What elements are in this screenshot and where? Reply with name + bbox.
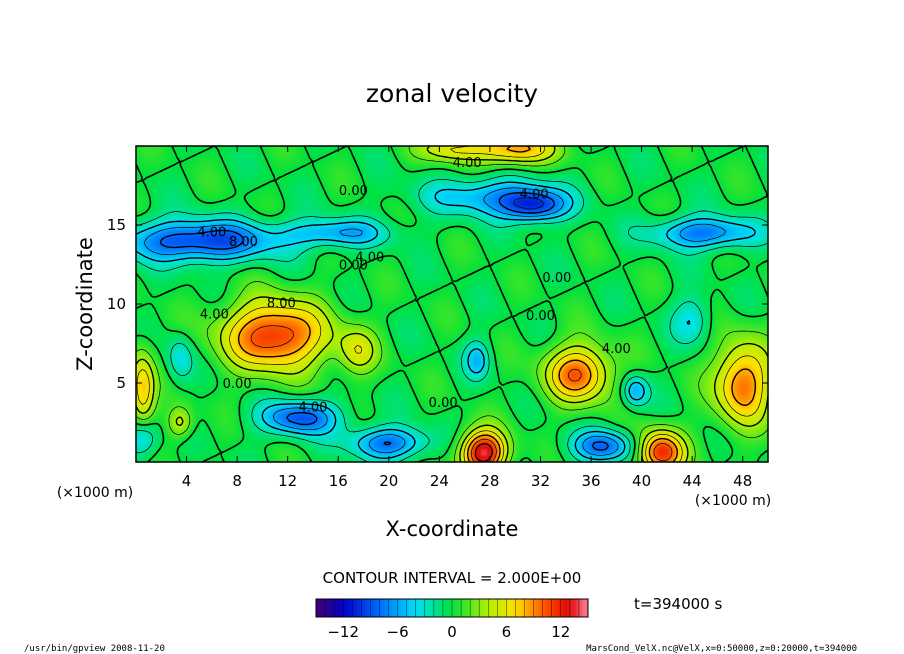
contour-label: 0.00 (542, 271, 571, 286)
colorbar-tick-label: −6 (387, 623, 409, 641)
x-tick-label: 8 (232, 472, 242, 490)
time-text: t=394000 s (634, 595, 722, 613)
x-tick-label: 16 (329, 472, 348, 490)
contour-label: 0.00 (429, 396, 458, 411)
colorbar-ticks: −12 −6 0 6 12 (324, 599, 580, 641)
y-axis: 5 10 15 (107, 216, 768, 392)
contour-label: 0.00 (223, 377, 252, 392)
colorbar-tick-label: 12 (551, 623, 570, 641)
contour-level (135, 181, 756, 461)
contour-level (160, 192, 610, 451)
x-tick-label: 4 (182, 472, 192, 490)
contour-label: 8.00 (229, 235, 258, 250)
y-tick-label: 15 (107, 216, 126, 234)
contour-level (135, 175, 769, 463)
x-tick-label: 32 (531, 472, 550, 490)
heatmap-field (136, 146, 768, 462)
contour-lines (135, 145, 769, 463)
colorbar-tick-label: 6 (502, 623, 512, 641)
contour-level (237, 145, 756, 463)
contour-labels: 4.000.00 4.004.008.000.004.000.004.008.00… (197, 156, 630, 416)
footer-right: MarsCond_VelX.nc@VelX,x=0:50000,z=0:2000… (586, 644, 857, 654)
contour-label: 4.00 (200, 307, 229, 322)
x-tick-label: 36 (581, 472, 600, 490)
contour-level (513, 197, 544, 210)
contour-label: 0.00 (339, 259, 368, 274)
contour-label: 8.00 (267, 296, 296, 311)
contour-label: 0.00 (526, 309, 555, 324)
x-tick-label: 40 (632, 472, 651, 490)
x-tick-label: 48 (733, 472, 752, 490)
x-tick-label: 20 (379, 472, 398, 490)
contour-label: 4.00 (602, 342, 631, 357)
x-tick-label: 28 (480, 472, 499, 490)
colorbar-tick-label: −12 (327, 623, 359, 641)
y-tick-label: 5 (116, 374, 126, 392)
x-axis: 4 8 12 16 20 24 28 32 36 40 44 48 (182, 146, 752, 490)
x-axis-label: X-coordinate (386, 517, 519, 541)
footer-left: /usr/bin/gpview 2008-11-20 (24, 644, 165, 654)
colorbar: −12 −6 0 6 12 (315, 598, 589, 641)
y-axis-label: Z-coordinate (73, 237, 97, 371)
contour-label: 4.00 (355, 251, 384, 266)
x-tick-label: 24 (430, 472, 449, 490)
x-unit-left: (×1000 m) (57, 485, 133, 501)
x-unit-right: (×1000 m) (695, 493, 771, 509)
chart-title: zonal velocity (366, 79, 538, 108)
y-tick-label: 10 (107, 295, 126, 313)
contour-label: 4.00 (520, 187, 549, 202)
contour-level (250, 325, 673, 463)
plot-area: 4.000.00 4.004.008.000.004.000.004.008.00… (135, 145, 769, 463)
colorbar-tick-label: 0 (447, 623, 457, 641)
contour-label: 4.00 (453, 156, 482, 171)
contour-label: 4.00 (298, 401, 327, 416)
contour-level (135, 145, 769, 463)
x-tick-label: 44 (683, 472, 702, 490)
contour-level (136, 145, 763, 463)
contour-level (144, 187, 727, 456)
contour-label: 4.00 (197, 225, 226, 240)
contour-interval-text: CONTOUR INTERVAL = 2.000E+00 (323, 569, 582, 587)
x-tick-label: 12 (278, 472, 297, 490)
contour-label: 0.00 (339, 184, 368, 199)
contour-level (135, 145, 769, 463)
